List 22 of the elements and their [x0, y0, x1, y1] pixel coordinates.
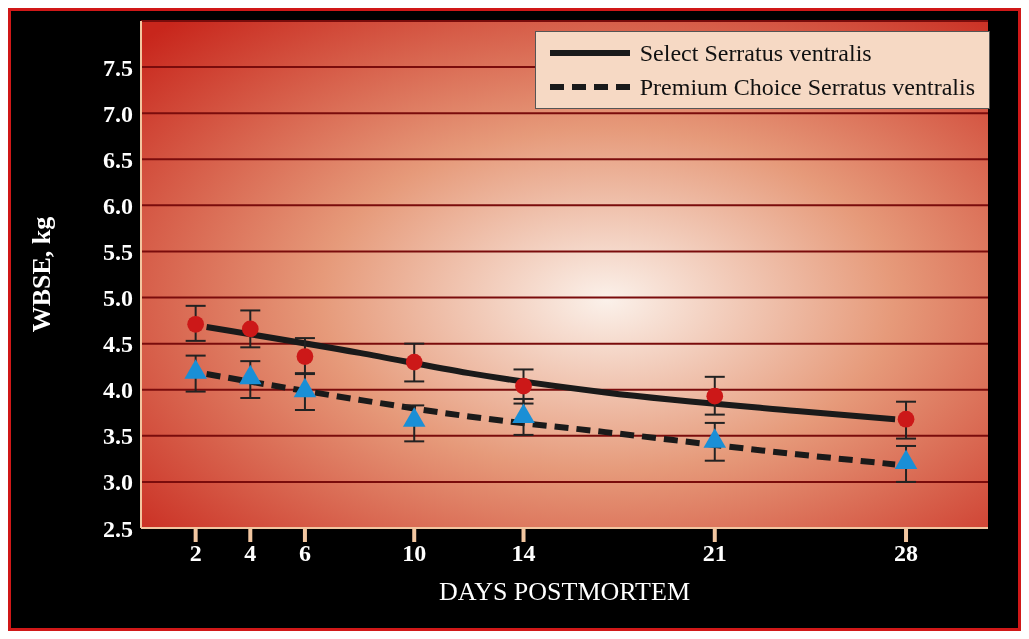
x-axis-title: DAYS POSTMORTEM — [438, 577, 691, 606]
y-tick-label: 5.5 — [103, 238, 133, 265]
y-tick-label: 4.0 — [103, 377, 133, 404]
y-tick-label: 5.0 — [103, 285, 133, 312]
x-tick-label: 4 — [244, 540, 257, 567]
y-tick-label: 7.5 — [103, 54, 133, 81]
x-tick-label: 14 — [511, 540, 536, 567]
x-tick-label: 10 — [402, 540, 427, 567]
y-tick-label: 3.5 — [103, 423, 133, 450]
y-tick-label: 6.0 — [103, 192, 133, 219]
y-tick-label: 4.5 — [103, 331, 133, 358]
legend-label: Premium Choice Serratus ventralis — [639, 73, 975, 101]
legend-label: Select Serratus ventralis — [639, 39, 872, 67]
x-tick-label: 21 — [702, 540, 727, 567]
y-tick-label: 3.0 — [103, 469, 133, 496]
y-tick-label: 7.0 — [103, 100, 133, 127]
x-tick-label: 6 — [298, 540, 311, 567]
x-tick-label: 28 — [894, 540, 919, 567]
y-axis-title: WBSE, kg — [27, 216, 57, 333]
y-tick-label: 2.5 — [103, 515, 133, 542]
x-tick-label: 2 — [189, 540, 202, 567]
y-tick-label: 6.5 — [103, 146, 133, 173]
